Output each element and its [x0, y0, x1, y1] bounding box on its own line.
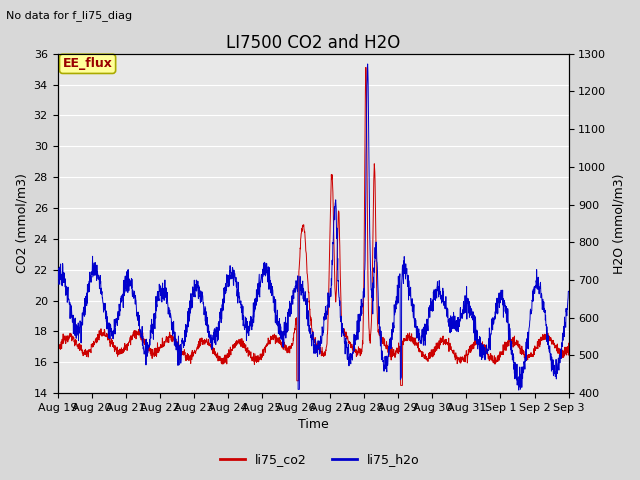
- Text: No data for f_li75_diag: No data for f_li75_diag: [6, 10, 132, 21]
- Y-axis label: H2O (mmol/m3): H2O (mmol/m3): [612, 173, 625, 274]
- X-axis label: Time: Time: [298, 419, 328, 432]
- Legend: li75_co2, li75_h2o: li75_co2, li75_h2o: [215, 448, 425, 471]
- Y-axis label: CO2 (mmol/m3): CO2 (mmol/m3): [15, 173, 28, 274]
- Title: LI7500 CO2 and H2O: LI7500 CO2 and H2O: [226, 34, 400, 52]
- Text: EE_flux: EE_flux: [63, 57, 113, 71]
